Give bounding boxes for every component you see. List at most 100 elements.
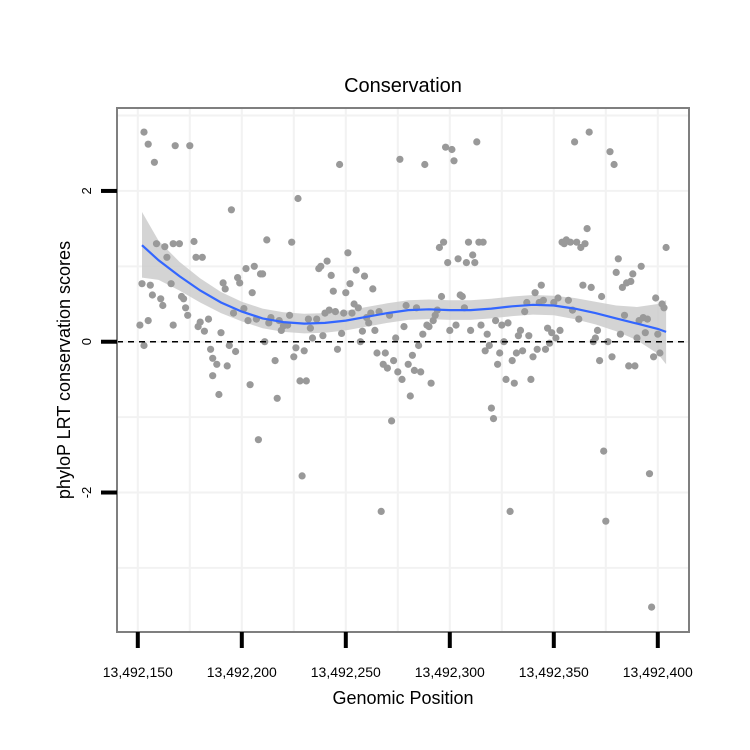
data-point: [171, 142, 179, 150]
data-point: [435, 243, 443, 252]
data-point: [138, 280, 146, 288]
data-point: [313, 315, 321, 323]
x-tick-label: 13,492,150: [103, 664, 173, 680]
data-point: [598, 292, 606, 301]
smooth-trend-line: [141, 244, 667, 333]
data-point: [573, 238, 581, 246]
data-point: [136, 321, 144, 329]
data-point: [581, 240, 589, 248]
data-point: [358, 327, 366, 335]
data-point: [308, 334, 317, 342]
data-point: [498, 321, 506, 329]
data-point: [186, 142, 194, 150]
data-point: [556, 326, 564, 334]
data-point: [554, 294, 562, 302]
data-point: [552, 334, 560, 342]
data-point: [502, 375, 510, 383]
data-point: [294, 194, 302, 203]
data-point: [452, 321, 460, 329]
data-point: [539, 296, 548, 304]
data-point: [302, 377, 310, 385]
data-point: [306, 324, 314, 332]
data-point: [396, 155, 404, 163]
data-point: [254, 436, 262, 444]
data-point: [360, 272, 369, 280]
data-point: [292, 344, 300, 352]
data-point: [618, 283, 627, 291]
data-point: [390, 357, 398, 365]
data-point: [159, 301, 167, 310]
data-point: [169, 240, 177, 248]
data-point: [352, 266, 360, 274]
data-point: [612, 268, 620, 276]
data-point: [508, 357, 516, 365]
data-point: [600, 447, 608, 455]
confidence-band: [142, 212, 667, 365]
data-point: [198, 253, 206, 261]
data-point: [462, 259, 470, 267]
data-point: [471, 259, 479, 267]
data-point: [373, 349, 381, 357]
data-point: [550, 298, 558, 307]
data-point: [180, 295, 188, 303]
data-point: [319, 332, 327, 340]
data-point: [148, 291, 156, 299]
y-tick-label: -2: [79, 487, 94, 499]
data-point: [392, 334, 400, 342]
data-point: [150, 158, 158, 166]
data-point: [381, 349, 389, 357]
data-point: [402, 301, 410, 310]
data-point: [406, 392, 414, 400]
data-point: [662, 243, 670, 252]
data-point: [296, 377, 304, 385]
data-point: [354, 304, 362, 312]
data-point: [209, 372, 217, 380]
data-point: [244, 317, 252, 325]
data-point: [458, 292, 466, 301]
data-point: [304, 315, 312, 323]
data-point: [444, 259, 452, 267]
data-point: [383, 364, 391, 372]
data-point: [221, 285, 229, 293]
data-point: [596, 357, 604, 365]
data-point: [240, 305, 248, 313]
data-point: [259, 270, 267, 278]
data-point: [200, 327, 208, 335]
data-point: [371, 326, 379, 334]
panel-background: [117, 108, 689, 632]
data-point: [323, 257, 331, 265]
data-point: [510, 379, 518, 387]
data-point: [494, 360, 502, 368]
data-point: [643, 315, 652, 323]
data-point: [541, 345, 550, 353]
data-point: [219, 279, 227, 287]
data-point: [140, 341, 148, 350]
data-point: [209, 354, 217, 362]
data-point: [469, 251, 477, 259]
y-axis-label: phyloP LRT conservation scores: [54, 241, 74, 499]
data-point: [146, 281, 154, 289]
x-tick-label: 13,492,350: [519, 664, 589, 680]
y-tick-label: 0: [79, 338, 94, 345]
data-point: [616, 330, 625, 338]
data-point: [144, 140, 152, 148]
data-point: [248, 289, 256, 297]
data-point: [440, 238, 448, 246]
plot-area: 13,492,150 13,492,200 13,492,250 13,492,300…: [79, 107, 693, 680]
data-point: [631, 362, 639, 370]
data-point: [531, 289, 539, 297]
data-point: [656, 349, 664, 357]
data-point: [437, 292, 446, 301]
data-point: [365, 319, 373, 327]
data-point: [298, 472, 306, 480]
data-point: [566, 238, 575, 246]
data-point: [331, 308, 339, 316]
data-point: [464, 238, 473, 246]
data-point: [487, 404, 495, 412]
data-point: [242, 265, 250, 273]
data-point: [427, 379, 435, 387]
data-point: [546, 339, 554, 347]
data-point: [442, 143, 450, 151]
data-point: [571, 138, 579, 146]
data-point: [533, 345, 541, 353]
